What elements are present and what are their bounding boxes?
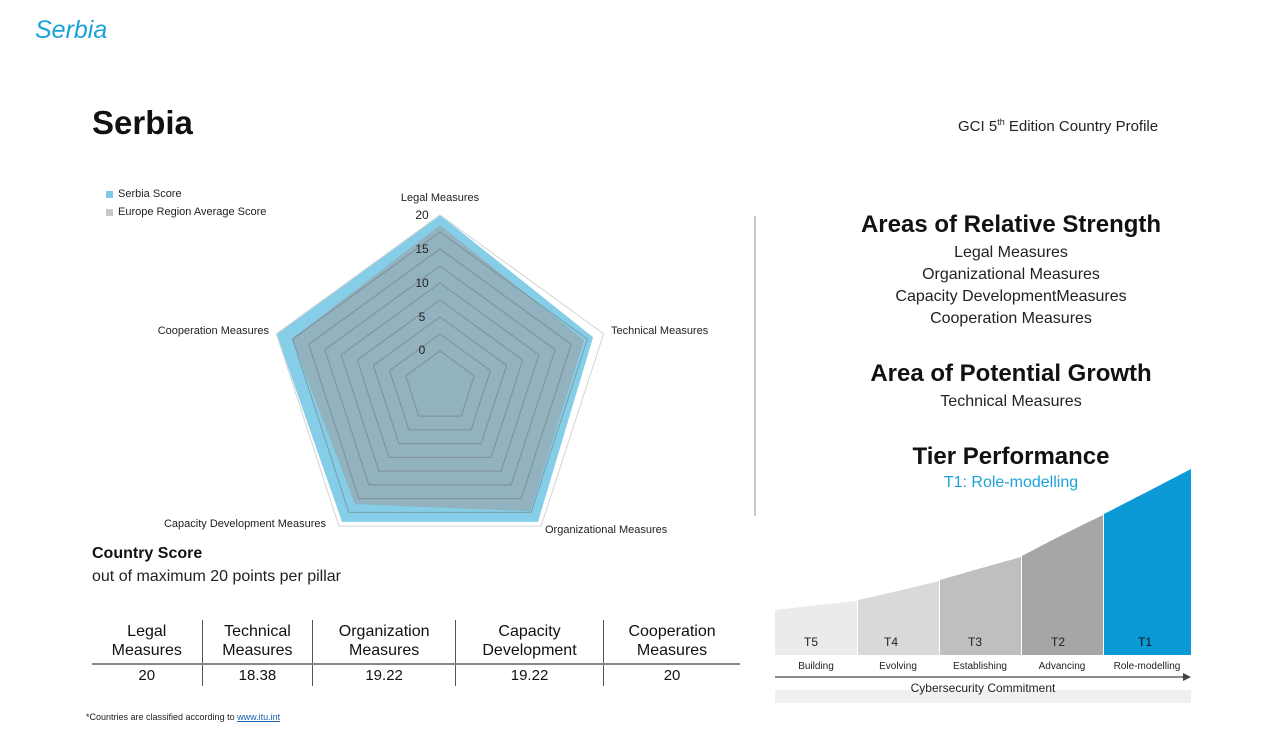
tier-code-t5: T5 (804, 635, 818, 649)
legend-serbia: Serbia Score (106, 188, 182, 200)
strength-item: Capacity DevelopmentMeasures (895, 288, 1127, 305)
footnote-text: *Countries are classified according to (86, 712, 238, 722)
score-table-row: 20 18.38 19.22 19.22 20 (92, 664, 740, 686)
header-legal: Legal Measures (92, 620, 203, 665)
itu-link[interactable]: www.itu.int (237, 712, 281, 722)
tier-label-t5: Building (798, 661, 834, 672)
radar-grid-ring (372, 316, 508, 445)
radar-grid-ring (356, 299, 524, 458)
legend-swatch-europe (106, 208, 113, 216)
header-technical-line2: Measures (222, 642, 293, 659)
radar-chart: 0 5 10 15 20 Legal Measures Technical Measures… (158, 192, 709, 536)
tier-band-t1 (1104, 469, 1191, 655)
score-capacity: 19.22 (454, 664, 604, 686)
header-legal-line2: Measures (111, 642, 182, 659)
tier-label-t1: Role-modelling (1114, 661, 1181, 672)
strengths-title: Areas of Relative Strength (860, 211, 1162, 238)
header-cooperation-line2: Measures (636, 642, 708, 659)
score-legal: 20 (138, 667, 156, 684)
tier-graphic: T5 T4 T3 T2 T1 Building Evolving Establi… (775, 469, 1191, 703)
header-legal-line1: Legal (127, 623, 167, 640)
radar-axis-label: Cooperation Measures (158, 325, 270, 337)
radar-tick-label: 0 (419, 343, 426, 357)
tier-arrowhead (1183, 673, 1191, 681)
tier-code-t3: T3 (968, 635, 982, 649)
header-capacity-line1: Capacity (498, 623, 561, 640)
tier-code-t4: T4 (884, 635, 898, 649)
page-title: Serbia (92, 104, 193, 141)
radar-grid-ring (389, 333, 491, 431)
legend-europe: Europe Region Average Score (106, 206, 266, 218)
growth-title: Area of Potential Growth (870, 360, 1152, 387)
tier-label-t2: Advancing (1039, 661, 1086, 672)
header-capacity: Capacity Development (454, 620, 604, 665)
tier-axis-label: Cybersecurity Commitment (911, 681, 1056, 695)
tier-band-t2 (1022, 515, 1103, 655)
radar-grid-ring (308, 248, 572, 500)
radar-grid-ring (340, 282, 540, 472)
header-technical-line1: Technical (224, 623, 291, 640)
edition-sup: th (997, 117, 1005, 127)
score-cooperation: 20 (603, 664, 740, 686)
radar-axis-label: Organizational Measures (545, 524, 668, 536)
footnote: *Countries are classified according to w… (86, 712, 280, 722)
score-table: Legal Measures Technical Measures Organiza… (92, 620, 740, 686)
country-score-title: Country Score (92, 545, 203, 562)
radar-grid-ring (324, 265, 556, 486)
header-organization-line2: Measures (349, 642, 420, 659)
country-score-subtitle: out of maximum 20 points per pillar (92, 568, 341, 585)
score-technical: 18.38 (201, 664, 313, 686)
radar-grid-ring (291, 231, 589, 513)
score-table-header-row: Legal Measures Technical Measures Organiza… (92, 620, 740, 665)
strength-item: Legal Measures (954, 244, 1068, 261)
tier-band-t4 (858, 581, 939, 655)
legend-swatch-serbia (106, 190, 113, 198)
header-cooperation-line1: Cooperation (628, 623, 716, 640)
tier-label-t3: Establishing (953, 661, 1007, 672)
radar-tick-label: 5 (419, 310, 426, 324)
tier-title: Tier Performance (912, 443, 1110, 470)
tier-code-t2: T2 (1051, 635, 1065, 649)
tier-band-t5 (775, 601, 857, 655)
radar-grid-ring (275, 214, 605, 527)
radar-axis-label: Capacity Development Measures (164, 518, 327, 530)
header-capacity-line2: Development (482, 642, 577, 659)
legend-serbia-label: Serbia Score (118, 188, 182, 200)
growth-item: Technical Measures (940, 393, 1082, 410)
legend-europe-label: Europe Region Average Score (118, 206, 267, 218)
tier-subtitle: T1: Role-modelling (943, 474, 1079, 491)
radar-tick-label: 15 (415, 242, 429, 256)
header-organization: Organization Measures (312, 620, 456, 665)
header-cooperation: Cooperation Measures (603, 620, 740, 665)
tier-label-t4: Evolving (879, 661, 917, 672)
edition-suffix: Edition Country Profile (1004, 118, 1159, 135)
radar-axis-label: Legal Measures (401, 192, 480, 204)
edition-label: GCI 5th Edition Country Profile (958, 117, 1158, 135)
tier-code-t1: T1 (1138, 635, 1152, 649)
vertical-divider (754, 216, 756, 516)
radar-grid-ring (405, 350, 475, 417)
header-organization-line1: Organization (338, 623, 430, 640)
radar-axis-label: Technical Measures (611, 325, 709, 337)
strength-item: Cooperation Measures (930, 310, 1092, 327)
edition-prefix: GCI 5 (958, 118, 998, 135)
top-title: Serbia (35, 16, 108, 44)
radar-tick-label: 20 (415, 208, 429, 222)
tier-band-t3 (940, 557, 1021, 655)
score-organization: 19.22 (312, 664, 456, 686)
header-technical: Technical Measures (201, 620, 313, 665)
tier-axis-band (775, 690, 1191, 703)
radar-tick-label: 10 (415, 276, 429, 290)
strength-item: Organizational Measures (922, 266, 1100, 283)
